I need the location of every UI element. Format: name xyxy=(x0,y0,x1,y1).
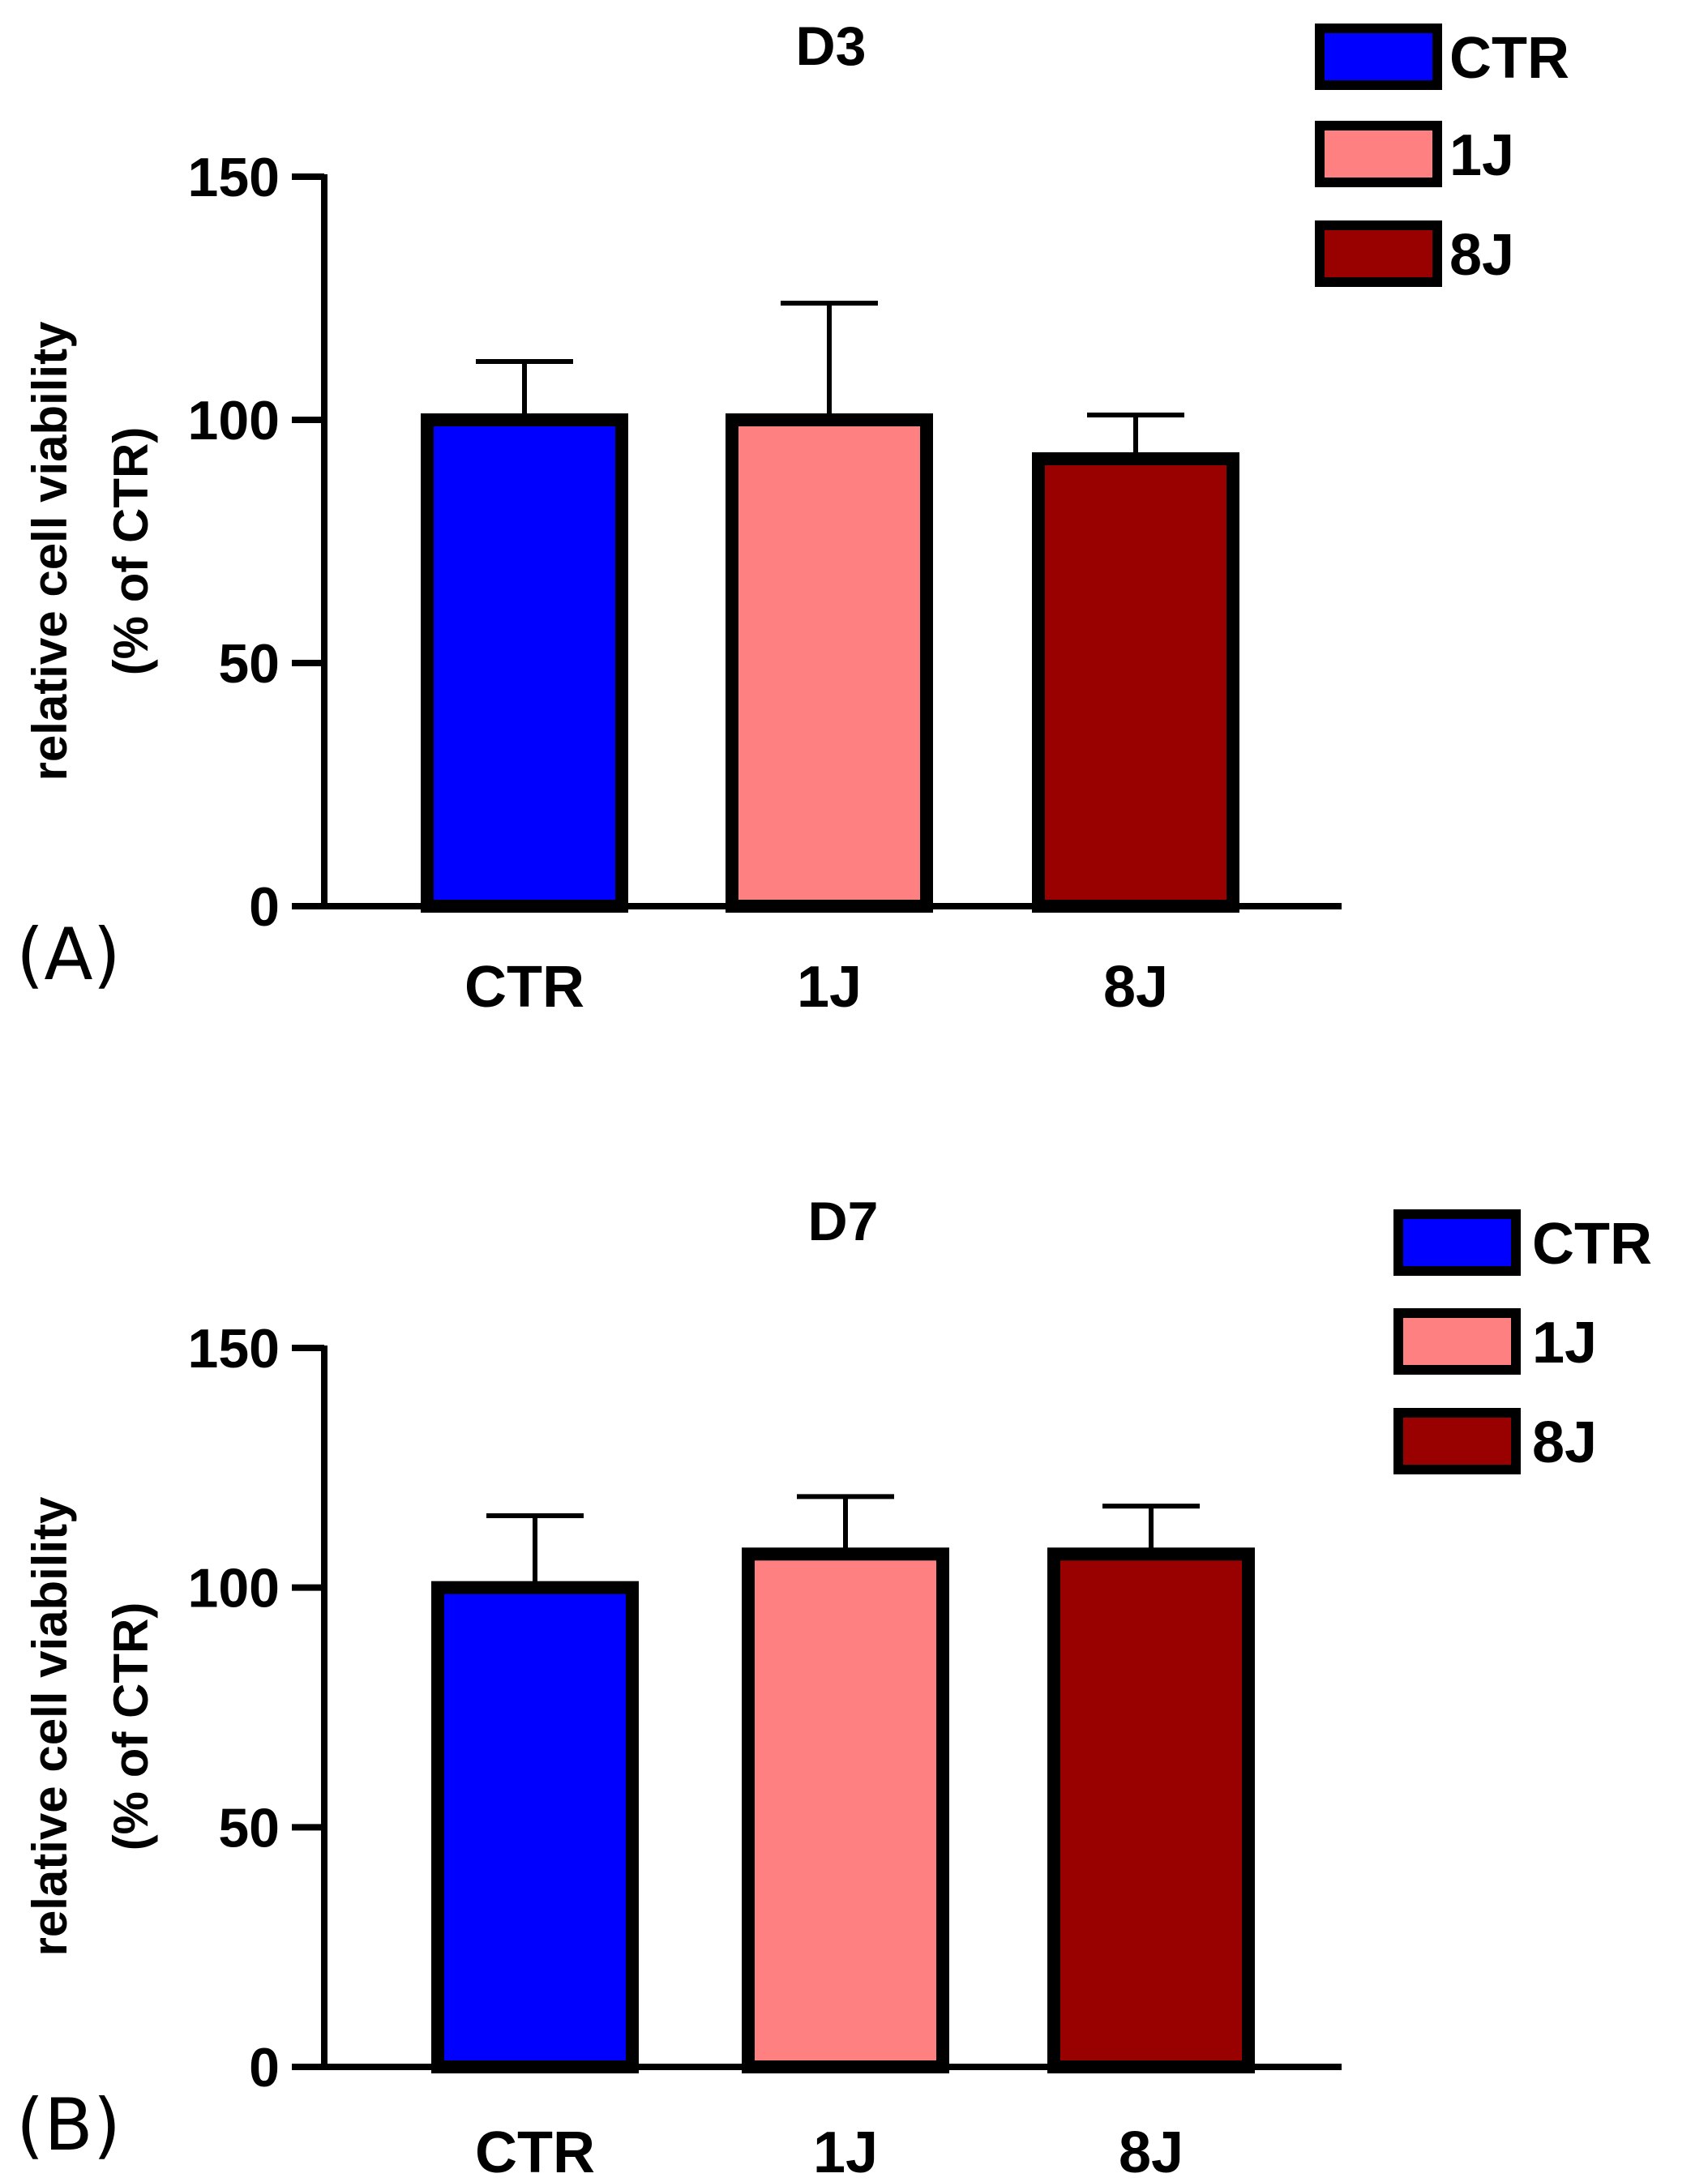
legend-swatch-ctr xyxy=(1398,1214,1516,1271)
legend-label-8j: 8J xyxy=(1449,223,1514,288)
x-tick-label-8j: 8J xyxy=(1119,2120,1184,2182)
x-tick-label-ctr: CTR xyxy=(464,955,584,1020)
legend-label-ctr: CTR xyxy=(1449,26,1569,91)
figure: (A) D3 relative cell viability (% of CTR… xyxy=(0,0,1708,2182)
legend-swatch-8j xyxy=(1398,1413,1516,1470)
y-axis-label-line2: (% of CTR) xyxy=(104,427,158,676)
x-tick-label-8j: 8J xyxy=(1103,955,1168,1020)
bar-ctr xyxy=(427,420,622,906)
legend-swatch-8j xyxy=(1320,225,1437,282)
chart-title: D7 xyxy=(808,1191,879,1252)
legend-label-ctr: CTR xyxy=(1532,1212,1652,1277)
y-tick-label: 50 xyxy=(218,633,280,695)
y-axis-label-line1: relative cell viability xyxy=(23,1496,77,1957)
legend-label-8j: 8J xyxy=(1532,1410,1597,1475)
bar-1j xyxy=(732,420,927,906)
y-axis-label-line1: relative cell viability xyxy=(23,321,77,781)
bar-1j xyxy=(748,1554,943,2067)
bar-8j xyxy=(1054,1554,1248,2067)
legend-label-1j: 1J xyxy=(1449,123,1514,188)
x-tick-label-1j: 1J xyxy=(813,2120,878,2182)
panel-label: (B) xyxy=(16,2083,121,2167)
y-tick-label: 100 xyxy=(188,390,280,451)
chart-title: D3 xyxy=(796,15,867,77)
x-tick-label-1j: 1J xyxy=(797,955,862,1020)
bar-ctr xyxy=(438,1588,632,2067)
y-tick-label: 0 xyxy=(249,2037,280,2099)
legend-swatch-1j xyxy=(1320,126,1437,182)
y-tick-label: 0 xyxy=(249,876,280,938)
panel-label: (A) xyxy=(16,913,121,996)
legend-swatch-1j xyxy=(1398,1313,1516,1370)
bar-8j xyxy=(1038,459,1233,906)
legend-swatch-ctr xyxy=(1320,28,1437,85)
x-tick-label-ctr: CTR xyxy=(475,2120,595,2182)
legend-label-1j: 1J xyxy=(1532,1311,1597,1376)
y-tick-label: 150 xyxy=(188,1318,280,1380)
y-tick-label: 150 xyxy=(188,147,280,208)
y-tick-label: 100 xyxy=(188,1558,280,1619)
y-tick-label: 50 xyxy=(218,1797,280,1859)
y-axis-label-line2: (% of CTR) xyxy=(104,1602,158,1851)
